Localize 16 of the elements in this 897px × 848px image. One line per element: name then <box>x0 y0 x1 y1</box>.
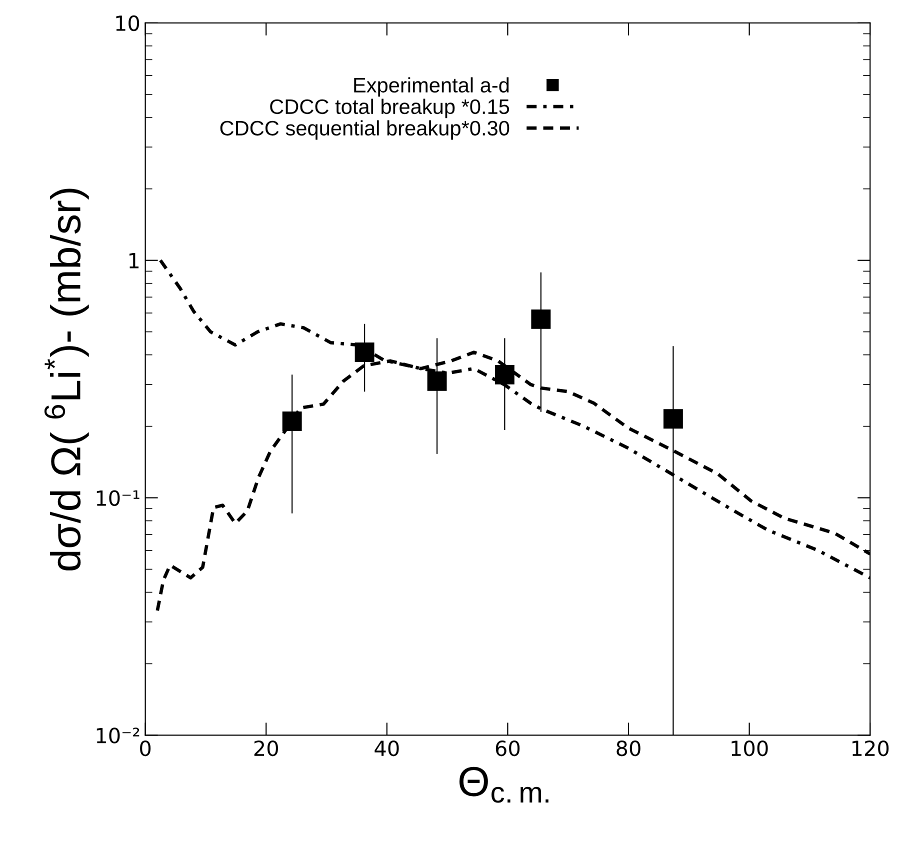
legend-label: Experimental a-d <box>354 77 509 97</box>
x-tick-label: 120 <box>852 740 889 756</box>
x-tick-label: 0 <box>140 740 151 756</box>
x-tick-label: 60 <box>496 740 520 756</box>
y-axis-title: dσ/d Ω( $^{6}$Li$^{*}$)- (mb/sr) <box>44 188 89 570</box>
legend-label: CDCC sequential breakup*0.30 <box>220 120 510 140</box>
y-tick-label: 10⁻¹ <box>96 490 140 506</box>
x-axis-title: Θ$_{c.m.}$ <box>459 766 548 803</box>
x-tick-label: 20 <box>254 740 278 756</box>
x-tick-label: 100 <box>732 740 768 756</box>
x-tick-label: 40 <box>374 740 399 756</box>
y-tick-label: 10⁻² <box>96 728 140 744</box>
legend-label: CDCC total breakup *0.15 <box>270 98 510 118</box>
y-tick-label: 1 <box>129 253 139 268</box>
y-tick-label: 10 <box>116 15 140 32</box>
x-tick-label: 80 <box>616 740 640 756</box>
